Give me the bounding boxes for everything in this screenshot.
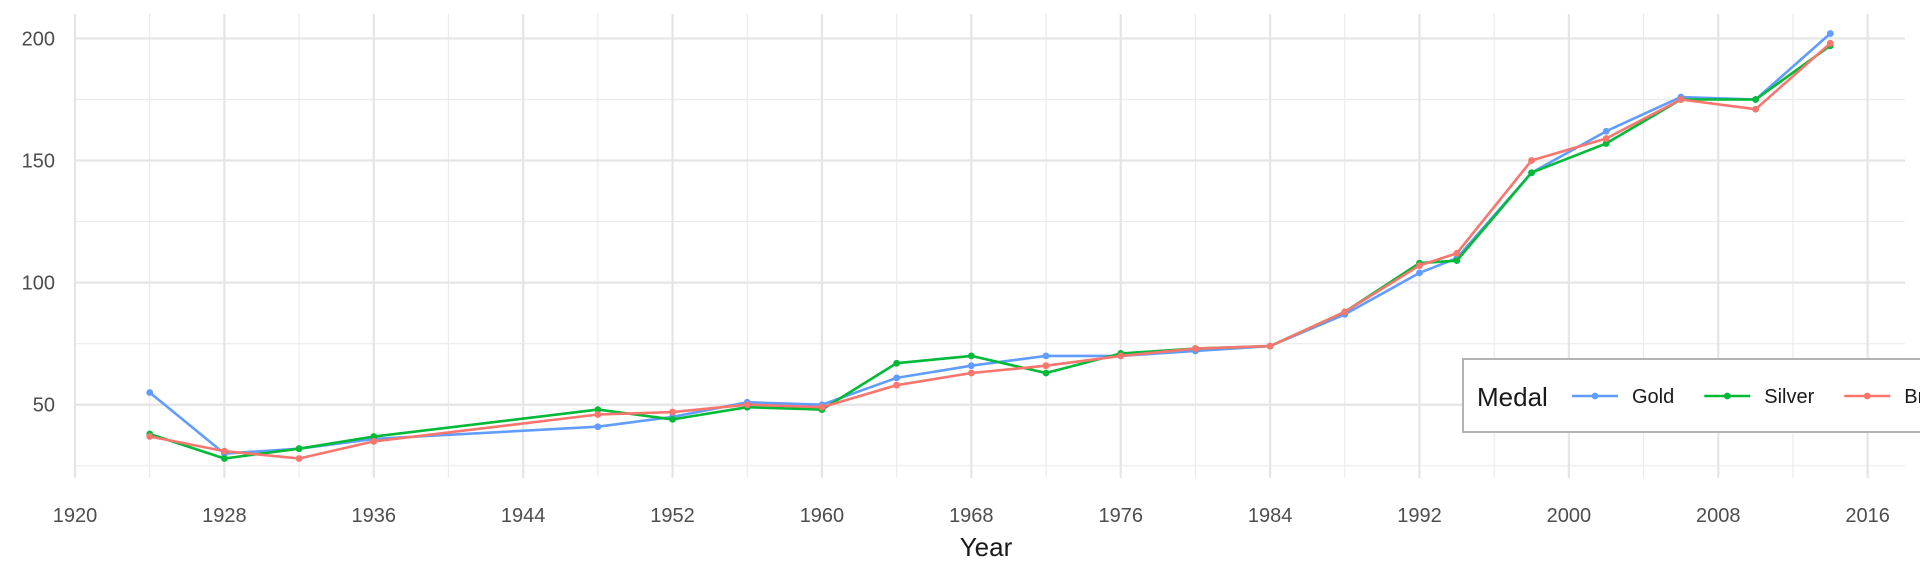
x-tick-label: 2008 bbox=[1696, 505, 1741, 527]
data-point-gold bbox=[1602, 127, 1610, 135]
data-point-silver bbox=[1453, 257, 1461, 265]
data-point-bronze bbox=[370, 437, 378, 445]
data-point-gold bbox=[1416, 269, 1423, 277]
grid bbox=[73, 14, 1905, 478]
legend-key-point bbox=[1591, 392, 1599, 400]
data-point-bronze bbox=[1341, 308, 1349, 316]
x-tick-label: 2016 bbox=[1845, 505, 1890, 527]
y-tick-label: 150 bbox=[22, 151, 55, 173]
legend-title: Medal bbox=[1477, 382, 1548, 412]
data-point-bronze bbox=[1752, 105, 1760, 113]
data-point-silver bbox=[594, 406, 602, 414]
data-point-bronze bbox=[1266, 342, 1274, 350]
x-axis-ticks: 1920 1928 1936 1944 1952 1960 1968 1976 1984 1992… bbox=[53, 505, 1890, 527]
legend-key-point bbox=[1863, 392, 1871, 400]
data-point-bronze bbox=[1042, 362, 1050, 370]
x-tick-label: 1984 bbox=[1248, 505, 1293, 527]
data-point-gold bbox=[594, 423, 602, 431]
data-point-silver bbox=[669, 415, 676, 423]
data-point-silver bbox=[1752, 96, 1760, 103]
legend-items: Gold Silver Bronze bbox=[1572, 386, 1920, 408]
x-tick-label: 1944 bbox=[501, 505, 546, 527]
data-point-bronze bbox=[743, 401, 751, 409]
x-tick-label: 1936 bbox=[352, 505, 397, 527]
y-axis-ticks: 50 100 150 200 bbox=[22, 28, 55, 416]
data-point-gold bbox=[893, 374, 901, 382]
data-point-silver bbox=[893, 359, 901, 367]
x-tick-label: 1960 bbox=[800, 505, 845, 527]
data-point-silver bbox=[220, 455, 228, 462]
legend-item-gold: Gold bbox=[1572, 386, 1674, 408]
y-tick-label: 50 bbox=[33, 395, 55, 417]
x-tick-label: 1920 bbox=[53, 505, 98, 527]
data-point-bronze bbox=[818, 403, 826, 411]
data-point-silver bbox=[1602, 140, 1610, 147]
data-point-bronze bbox=[295, 455, 303, 462]
data-point-bronze bbox=[1453, 249, 1461, 257]
data-point-bronze bbox=[669, 408, 676, 416]
data-point-gold bbox=[967, 362, 975, 370]
data-point-bronze bbox=[1602, 135, 1610, 142]
x-tick-label: 2000 bbox=[1547, 505, 1592, 527]
series-line-gold bbox=[148, 32, 1832, 455]
x-tick-label: 1976 bbox=[1098, 505, 1143, 527]
legend-box bbox=[1462, 358, 1920, 433]
x-tick-label: 1968 bbox=[949, 505, 994, 527]
data-point-bronze bbox=[594, 411, 602, 418]
legend-label: Gold bbox=[1632, 386, 1674, 408]
y-tick-label: 200 bbox=[22, 28, 55, 50]
data-point-bronze bbox=[1117, 352, 1125, 360]
legend-item-silver: Silver bbox=[1704, 386, 1815, 408]
x-tick-label: 1992 bbox=[1397, 505, 1442, 527]
data-point-bronze bbox=[1826, 39, 1834, 47]
data-point-gold bbox=[146, 389, 154, 396]
data-point-bronze bbox=[220, 447, 228, 455]
data-point-silver bbox=[370, 433, 378, 440]
data-point-gold bbox=[1042, 352, 1050, 360]
legend-label: Bronze bbox=[1904, 386, 1920, 408]
series-lines bbox=[146, 30, 1834, 462]
x-tick-label: 1952 bbox=[650, 505, 695, 527]
data-point-bronze bbox=[1677, 96, 1685, 103]
data-point-silver bbox=[967, 352, 975, 360]
legend-label: Silver bbox=[1764, 386, 1814, 408]
data-point-bronze bbox=[1528, 157, 1535, 164]
data-point-silver bbox=[1042, 369, 1050, 377]
series-bronze bbox=[146, 39, 1834, 462]
data-point-gold bbox=[1826, 30, 1834, 37]
y-tick-label: 100 bbox=[22, 273, 55, 295]
legend-item-bronze: Bronze bbox=[1844, 386, 1920, 408]
legend-key-point bbox=[1723, 392, 1731, 400]
legend: Medal Gold Silver Bronze bbox=[1462, 358, 1920, 433]
data-point-bronze bbox=[1416, 262, 1423, 269]
data-point-silver bbox=[1528, 169, 1535, 177]
x-tick-label: 1928 bbox=[202, 505, 247, 527]
series-line-bronze bbox=[149, 42, 1832, 460]
data-point-silver bbox=[295, 445, 303, 453]
data-point-bronze bbox=[1192, 345, 1199, 352]
data-point-bronze bbox=[146, 433, 154, 440]
data-point-bronze bbox=[893, 381, 901, 389]
series-line-silver bbox=[149, 44, 1832, 460]
x-axis-title: Year bbox=[960, 532, 1013, 562]
data-point-bronze bbox=[967, 369, 975, 377]
